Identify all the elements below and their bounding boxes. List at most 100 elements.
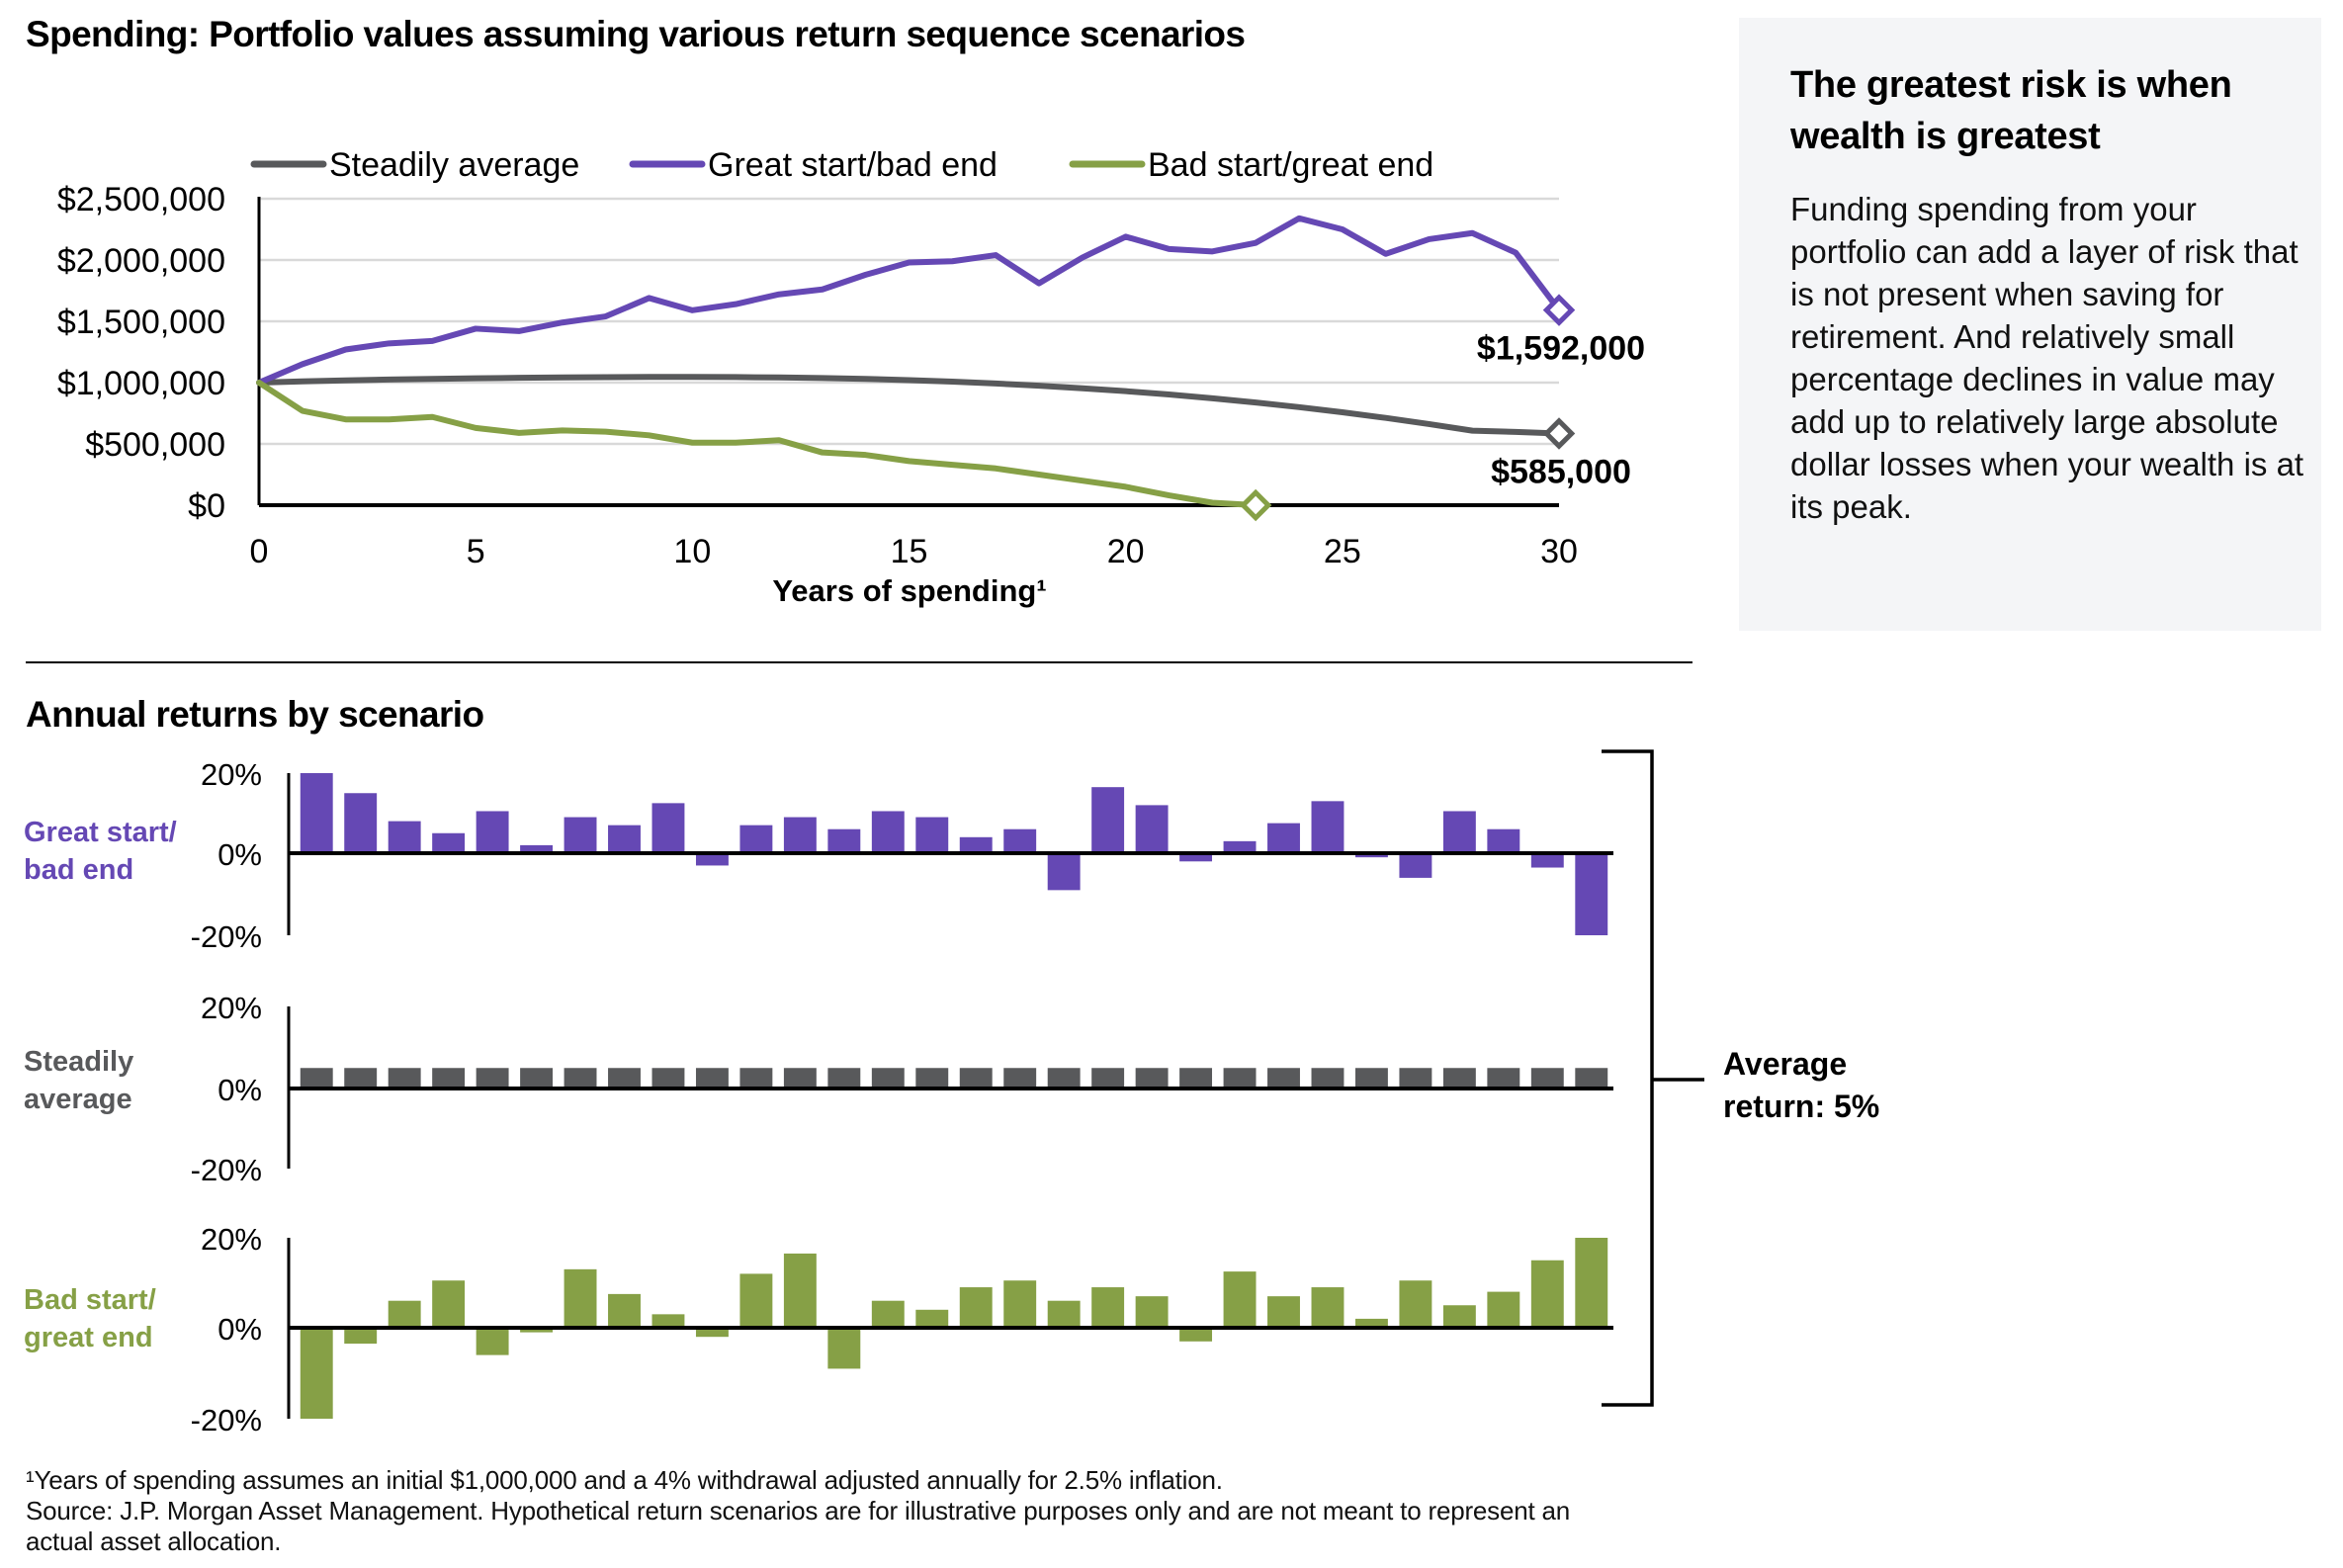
bar xyxy=(827,828,861,853)
bar xyxy=(1179,1068,1213,1089)
row-label-line: Great start/ xyxy=(24,817,177,848)
y-tick-label: $0 xyxy=(188,487,225,525)
bar xyxy=(608,825,641,853)
bar xyxy=(1223,840,1257,853)
bar xyxy=(915,1309,949,1328)
bar xyxy=(915,817,949,853)
y-tick-label: -20% xyxy=(191,1403,262,1437)
bar xyxy=(344,793,378,853)
bar xyxy=(1530,1068,1564,1089)
bar xyxy=(695,853,729,866)
bar xyxy=(1003,1280,1037,1328)
y-tick-label: 20% xyxy=(201,991,262,1025)
bar xyxy=(432,1280,466,1328)
y-tick-label: 20% xyxy=(201,1222,262,1257)
bar xyxy=(739,1273,773,1328)
bar xyxy=(1311,1287,1345,1328)
bar xyxy=(476,1068,509,1089)
bar xyxy=(1487,828,1520,853)
bar xyxy=(783,1068,817,1089)
divider xyxy=(26,661,1692,663)
legend-label: Great start/bad end xyxy=(708,146,998,184)
bar xyxy=(871,811,905,853)
bar xyxy=(1311,801,1345,853)
bar xyxy=(783,817,817,853)
bar xyxy=(564,1068,597,1089)
average-bracket xyxy=(1602,749,1704,1407)
y-tick-label: 0% xyxy=(217,837,262,872)
bar xyxy=(1311,1068,1345,1089)
legend-label: Bad start/great end xyxy=(1148,146,1433,184)
bar xyxy=(1047,1068,1081,1089)
bar xyxy=(564,1268,597,1328)
bar xyxy=(1091,787,1125,853)
bar xyxy=(520,1328,554,1333)
footnote-source: Source: J.P. Morgan Asset Management. Hy… xyxy=(26,1496,1571,1525)
row-label-line: great end xyxy=(24,1322,153,1353)
bar xyxy=(1091,1068,1125,1089)
bar xyxy=(959,1068,993,1089)
bar-panel-bad_start: 20% 0% -20% xyxy=(191,1222,1613,1437)
bar xyxy=(959,836,993,853)
side-panel-heading: The greatest risk is when wealth is grea… xyxy=(1790,64,2232,157)
legend: Steadily average Great start/bad end Bad s… xyxy=(250,146,1433,184)
y-tick-label: -20% xyxy=(191,1153,262,1187)
bar xyxy=(1267,1296,1300,1328)
x-tick-label: 15 xyxy=(891,533,928,570)
y-tick-label: $500,000 xyxy=(85,426,225,464)
end-value-label: $1,592,000 xyxy=(1477,330,1645,368)
row-label-great-start: Great start/ bad end xyxy=(24,814,177,889)
bar xyxy=(1223,1068,1257,1089)
bar xyxy=(1442,811,1476,853)
end-marker xyxy=(1542,294,1576,326)
bar xyxy=(1135,805,1169,853)
bar xyxy=(476,1328,509,1355)
bar xyxy=(783,1253,817,1328)
bar xyxy=(1575,853,1608,935)
series-line-bad-start-great-end xyxy=(256,380,1259,508)
bar xyxy=(520,844,554,853)
y-tick-label: 20% xyxy=(201,757,262,792)
legend-label: Steadily average xyxy=(329,146,579,184)
bar xyxy=(1047,853,1081,891)
bracket-line xyxy=(1602,749,1654,1407)
x-tick-label: 30 xyxy=(1540,533,1578,570)
returns-title: Annual returns by scenario xyxy=(26,694,484,735)
end-marker xyxy=(1239,488,1272,522)
series-line-steadily-average xyxy=(256,374,1562,437)
bar xyxy=(1223,1271,1257,1328)
bar xyxy=(564,817,597,853)
bar xyxy=(739,825,773,853)
bar xyxy=(1179,853,1213,862)
y-axis-ticks: $0 $500,000 $1,000,000 $1,500,000 $2,000,000… xyxy=(57,181,225,525)
x-tick-label: 5 xyxy=(467,533,485,570)
bar-chart: 20% 0% -20% 20% 0% -20% 20% 0% -20% xyxy=(191,749,1704,1437)
y-tick-label: 0% xyxy=(217,1312,262,1347)
bar xyxy=(1442,1305,1476,1328)
bar xyxy=(695,1068,729,1089)
row-label-line: bad end xyxy=(24,854,134,886)
bar xyxy=(871,1300,905,1328)
bar xyxy=(1487,1068,1520,1089)
x-tick-label: 10 xyxy=(673,533,711,570)
bar xyxy=(476,811,509,853)
row-label-line: Steadily xyxy=(24,1046,134,1078)
average-return-annotation: Average return: 5% xyxy=(1723,1043,1879,1128)
bar-panels: 20% 0% -20% 20% 0% -20% 20% 0% -20% xyxy=(191,757,1613,1437)
end-value-label: $585,000 xyxy=(1491,453,1631,490)
bar xyxy=(1354,853,1388,858)
x-axis-ticks: 0 5 10 15 20 25 30 xyxy=(250,533,1578,570)
bar xyxy=(1399,1280,1432,1328)
bar xyxy=(651,1314,685,1328)
side-panel-body: Funding spending from your portfolio can… xyxy=(1790,191,2304,525)
row-label-bad-start: Bad start/ great end xyxy=(24,1281,156,1356)
bar xyxy=(1530,1260,1564,1328)
bar xyxy=(915,1068,949,1089)
side-panel: The greatest risk is when wealth is grea… xyxy=(1739,18,2321,631)
line-chart: $0 $500,000 $1,000,000 $1,500,000 $2,000,000… xyxy=(57,146,1645,608)
x-tick-label: 25 xyxy=(1324,533,1361,570)
bar xyxy=(1575,1068,1608,1089)
bar xyxy=(1267,823,1300,853)
average-label-line: Average xyxy=(1723,1046,1848,1082)
series-line-great-start-bad-end xyxy=(256,215,1562,386)
